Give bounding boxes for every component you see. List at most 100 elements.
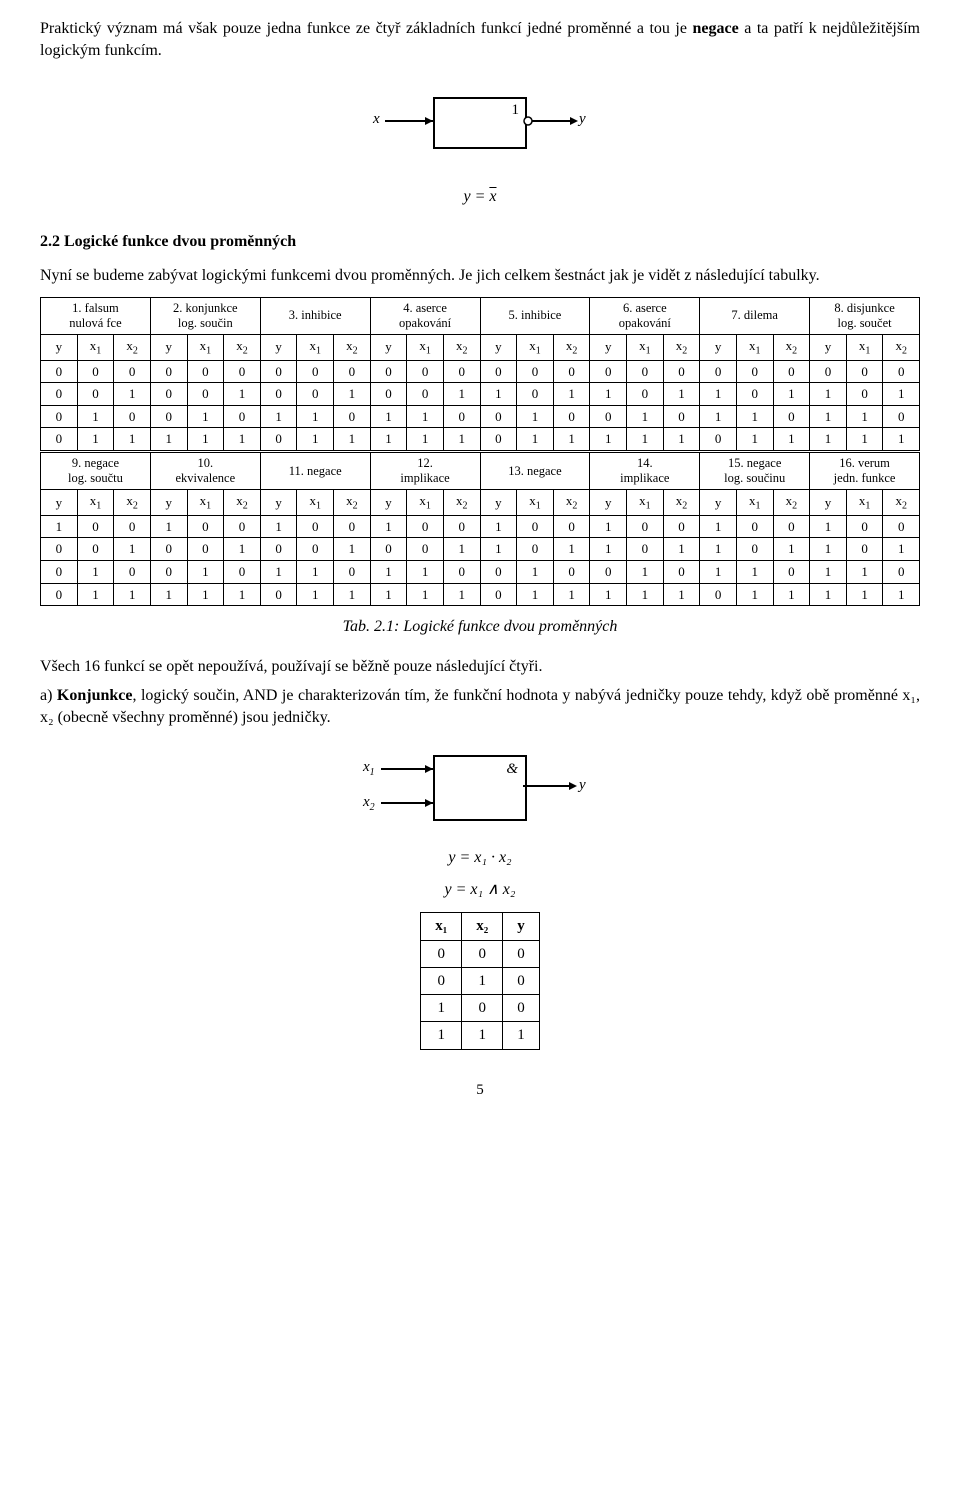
col-hdr: y <box>700 334 737 360</box>
table-cell: 0 <box>150 538 187 561</box>
table-cell: 0 <box>517 360 554 383</box>
col-hdr: x1 <box>846 334 883 360</box>
col-hdr: x1 <box>846 489 883 515</box>
and-wire-y <box>523 785 575 787</box>
and-gate-figure: & x1 x2 y <box>40 745 920 838</box>
table-cell: 0 <box>370 383 407 406</box>
table-cell: 0 <box>663 515 700 538</box>
table-cell: 1 <box>187 405 224 428</box>
table-cell: 1 <box>114 583 151 606</box>
col-hdr: x2 <box>883 334 920 360</box>
col-hdr: x2 <box>443 489 480 515</box>
table-cell: 0 <box>480 405 517 428</box>
col-hdr: x1 <box>297 334 334 360</box>
and-cell: 1 <box>503 1022 540 1049</box>
table-cell: 0 <box>846 383 883 406</box>
col-hdr: x2 <box>114 489 151 515</box>
para-after-table: Všech 16 funkcí se opět nepoužívá, použí… <box>40 656 920 678</box>
table-cell: 1 <box>553 383 590 406</box>
table-cell: 1 <box>150 583 187 606</box>
and-cell: 0 <box>421 967 462 994</box>
table-cell: 1 <box>370 561 407 584</box>
and-cell: 1 <box>462 1022 503 1049</box>
table-cell: 0 <box>517 515 554 538</box>
table-caption: Tab. 2.1: Logické funkce dvou proměnných <box>40 616 920 638</box>
table-cell: 1 <box>627 405 664 428</box>
and-konjunkce: Konjunkce <box>57 687 133 704</box>
table-cell: 1 <box>114 538 151 561</box>
table-cell: 0 <box>627 538 664 561</box>
and-arrow-y <box>569 782 577 790</box>
table-cell: 1 <box>590 538 627 561</box>
table-cell: 1 <box>883 583 920 606</box>
func-name-cell: 3. inhibice <box>260 297 370 334</box>
table-cell: 1 <box>297 561 334 584</box>
table-cell: 0 <box>334 360 371 383</box>
table-cell: 1 <box>443 583 480 606</box>
col-hdr: x2 <box>114 334 151 360</box>
table-cell: 1 <box>370 583 407 606</box>
table-cell: 1 <box>700 561 737 584</box>
table-cell: 0 <box>883 360 920 383</box>
table-cell: 1 <box>517 583 554 606</box>
col-hdr: y <box>150 489 187 515</box>
col-hdr: y <box>370 334 407 360</box>
col-hdr: y <box>480 489 517 515</box>
table-cell: 1 <box>846 561 883 584</box>
table-cell: 1 <box>77 428 114 451</box>
table-cell: 1 <box>883 538 920 561</box>
table-cell: 0 <box>773 515 810 538</box>
col-hdr: y <box>590 334 627 360</box>
col-hdr: y <box>41 334 78 360</box>
func-name-cell: 2. konjunkcelog. součin <box>150 297 260 334</box>
not-arrow-out <box>570 117 578 125</box>
col-hdr: x2 <box>443 334 480 360</box>
intro-text-a: Praktický význam má však pouze jedna fun… <box>40 20 692 37</box>
table-cell: 0 <box>187 383 224 406</box>
table-cell: 0 <box>846 515 883 538</box>
table-cell: 0 <box>297 360 334 383</box>
table-cell: 1 <box>627 428 664 451</box>
eq-and-2: y = x₁ ∧ x₂ <box>40 879 920 901</box>
table-cell: 0 <box>150 383 187 406</box>
table-cell: 1 <box>590 428 627 451</box>
table-cell: 1 <box>517 561 554 584</box>
table-cell: 0 <box>480 360 517 383</box>
table-cell: 1 <box>224 538 261 561</box>
table-cell: 0 <box>260 538 297 561</box>
table-cell: 0 <box>150 360 187 383</box>
table-cell: 1 <box>553 538 590 561</box>
col-hdr: x1 <box>736 489 773 515</box>
table-cell: 1 <box>443 383 480 406</box>
table-cell: 0 <box>736 538 773 561</box>
func-name-cell: 6. aserceopakování <box>590 297 700 334</box>
table-cell: 0 <box>114 360 151 383</box>
table-cell: 1 <box>663 538 700 561</box>
col-hdr: x2 <box>224 334 261 360</box>
page-number: 5 <box>40 1080 920 1100</box>
table-cell: 1 <box>77 561 114 584</box>
col-hdr: x2 <box>553 334 590 360</box>
table-cell: 1 <box>114 428 151 451</box>
and-y-label: y <box>579 775 586 795</box>
table-cell: 1 <box>480 538 517 561</box>
func-name-cell: 15. negacelog. součinu <box>700 452 810 489</box>
table-cell: 1 <box>334 383 371 406</box>
table-cell: 1 <box>260 405 297 428</box>
col-hdr: x2 <box>663 489 700 515</box>
not-arrow-in <box>425 117 433 125</box>
table-cell: 1 <box>590 583 627 606</box>
table-cell: 1 <box>700 515 737 538</box>
and-cell: 0 <box>462 940 503 967</box>
table-cell: 0 <box>334 561 371 584</box>
table-cell: 1 <box>773 538 810 561</box>
table-cell: 1 <box>810 561 847 584</box>
table-cell: 1 <box>700 405 737 428</box>
table-cell: 0 <box>114 405 151 428</box>
eq-not: y = x <box>40 186 920 208</box>
table-cell: 0 <box>187 515 224 538</box>
func-name-cell: 4. aserceopakování <box>370 297 480 334</box>
table-cell: 0 <box>590 561 627 584</box>
func-name-cell: 10.ekvivalence <box>150 452 260 489</box>
table-cell: 1 <box>297 583 334 606</box>
